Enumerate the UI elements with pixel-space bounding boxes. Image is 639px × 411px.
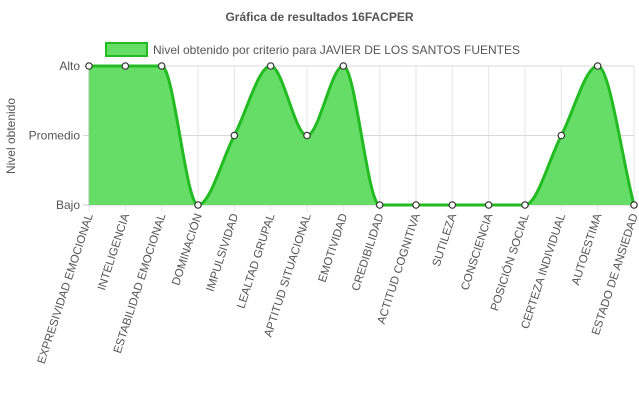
y-ticks: Bajo Promedio Alto	[29, 59, 81, 212]
series-area	[89, 64, 636, 207]
data-point	[448, 201, 457, 209]
x-tick-label: SUTILEZA	[431, 212, 459, 268]
x-tick-label: EXPRESIVIDAD EMOCIONAL	[36, 212, 96, 366]
data-point	[266, 62, 275, 70]
data-point	[121, 62, 130, 70]
x-tick-label: CONSCIENCIA	[459, 212, 495, 292]
data-point	[630, 201, 638, 209]
series-line	[89, 64, 636, 207]
data-point	[303, 131, 311, 140]
x-tick-label: DOMINACIÓN	[169, 212, 204, 287]
data-point	[412, 201, 420, 209]
y-tick-label: Promedio	[29, 129, 81, 143]
y-tick-label: Alto	[59, 59, 80, 73]
data-point	[593, 62, 602, 70]
data-point	[194, 201, 202, 209]
x-ticks: EXPRESIVIDAD EMOCIONAL INTELIGENCIAESTABI…	[36, 211, 639, 365]
x-tick-label: LEALTAD GRUPAL	[235, 212, 277, 310]
x-tick-label: EMOTIVIDAD	[317, 212, 351, 284]
y-tick-label: Bajo	[56, 198, 80, 212]
legend-swatch	[105, 42, 148, 57]
data-point	[521, 201, 529, 209]
legend[interactable]: Nivel obtenido por criterio para JAVIER …	[105, 42, 520, 57]
legend-label: Nivel obtenido por criterio para JAVIER …	[153, 43, 520, 57]
data-point	[557, 131, 566, 140]
chart-title: Gráfica de resultados 16FACPER	[225, 10, 413, 24]
data-points	[85, 62, 638, 209]
x-tick-label: AUTOESTIMA	[570, 212, 605, 287]
x-tick-label: INTELIGENCIA	[96, 212, 132, 292]
data-point	[484, 201, 493, 209]
data-point	[230, 131, 239, 140]
data-point	[339, 62, 348, 70]
data-point	[157, 62, 166, 70]
data-point	[85, 62, 93, 70]
x-tick-label: CREDIBILIDAD	[350, 212, 386, 292]
y-axis-label: Nivel obtenido	[4, 98, 18, 174]
data-point	[375, 201, 384, 209]
x-tick-label: IMPULSIVIDAD	[205, 212, 241, 293]
x-tick-label: POSICIÓN SOCIAL	[488, 211, 532, 312]
x-tick-label: ACTITUD COGNITIVA	[376, 212, 423, 326]
